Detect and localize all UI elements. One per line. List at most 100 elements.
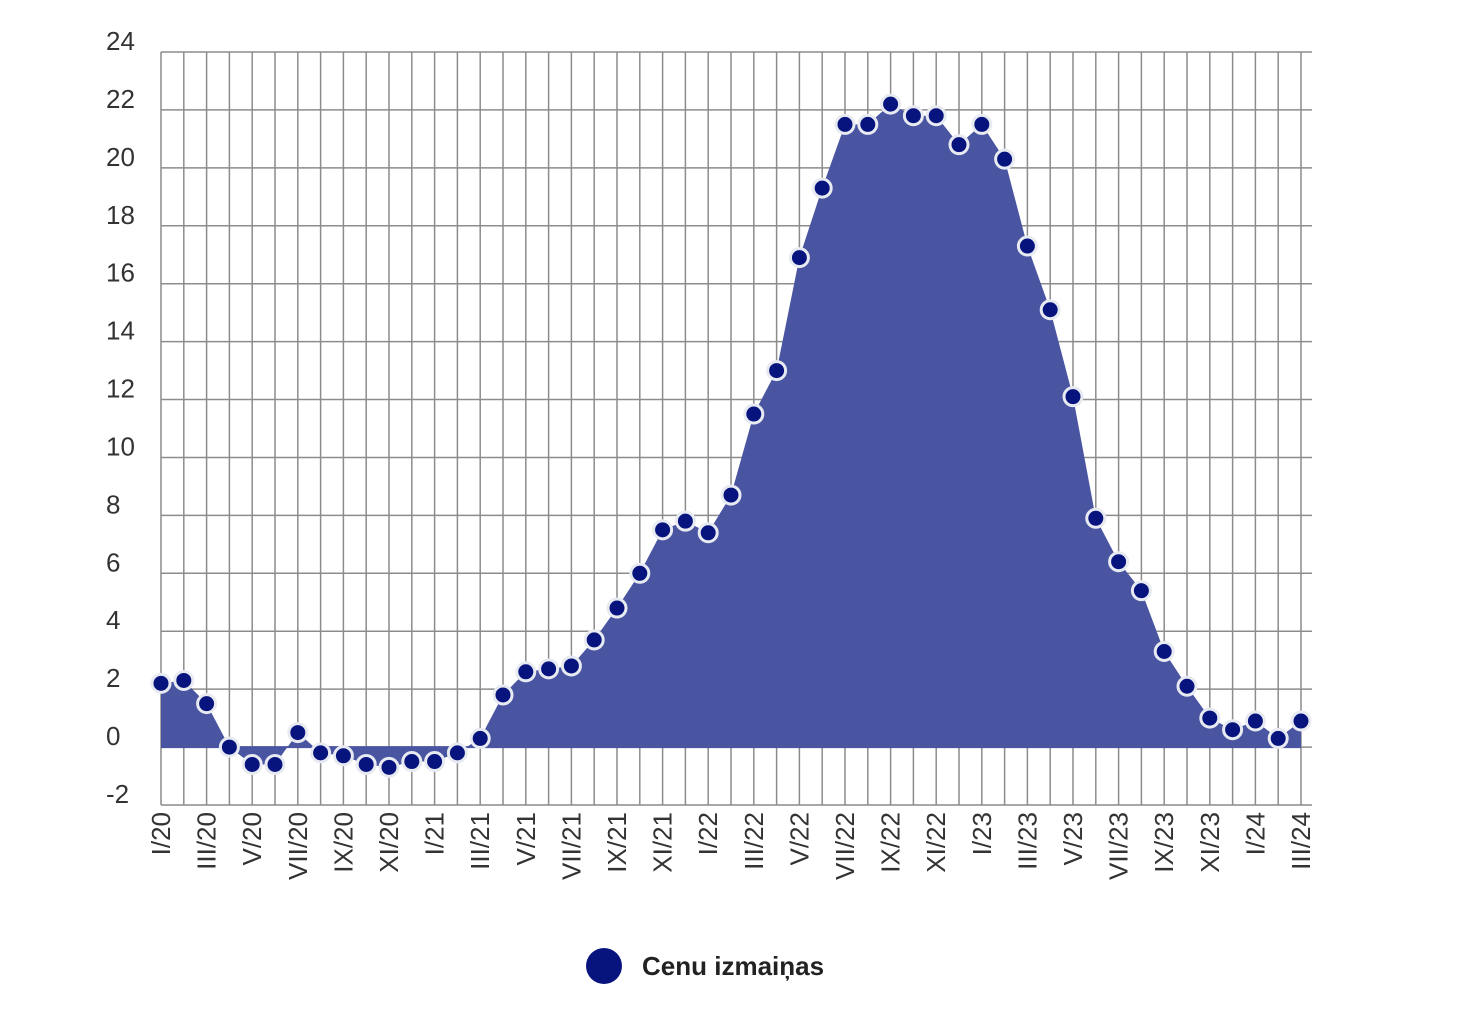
data-point	[469, 727, 491, 749]
data-point	[332, 745, 354, 767]
data-point	[1222, 719, 1244, 741]
data-point	[766, 360, 788, 382]
data-point	[1153, 641, 1175, 663]
x-tick-label: XI/22	[921, 812, 951, 873]
y-tick-label: 6	[106, 547, 120, 577]
y-tick-label: 2	[106, 663, 120, 693]
data-point	[1176, 675, 1198, 697]
data-point	[743, 403, 765, 425]
data-point	[355, 753, 377, 775]
x-tick-label: VII/21	[556, 812, 586, 880]
y-tick-label: 14	[106, 316, 135, 346]
x-tick-label: XI/20	[374, 812, 404, 873]
x-tick-label: VII/23	[1104, 812, 1134, 880]
data-point	[880, 93, 902, 115]
y-tick-label: 24	[106, 26, 135, 56]
data-point	[811, 177, 833, 199]
y-tick-label: 10	[106, 431, 135, 461]
data-point	[310, 742, 332, 764]
data-point	[1130, 580, 1152, 602]
x-tick-label: V/21	[511, 812, 541, 866]
legend-marker	[586, 948, 622, 984]
x-tick-label: I/20	[146, 812, 176, 855]
y-tick-label: 4	[106, 605, 120, 635]
data-point	[560, 655, 582, 677]
data-point	[1085, 507, 1107, 529]
data-point	[287, 722, 309, 744]
x-tick-label: XI/21	[648, 812, 678, 873]
legend-label: Cenu izmaiņas	[642, 950, 825, 981]
data-point	[1244, 710, 1266, 732]
data-point	[1290, 710, 1312, 732]
data-point	[424, 751, 446, 773]
data-point	[378, 756, 400, 778]
y-tick-label: 16	[106, 258, 135, 288]
data-point	[196, 693, 218, 715]
data-point	[1199, 707, 1221, 729]
x-tick-label: V/23	[1058, 812, 1088, 866]
data-point	[401, 751, 423, 773]
data-point	[902, 105, 924, 127]
data-point	[241, 753, 263, 775]
x-tick-label: XI/23	[1195, 812, 1225, 873]
data-point	[674, 510, 696, 532]
data-point	[697, 522, 719, 544]
data-point	[788, 247, 810, 269]
data-point	[173, 669, 195, 691]
data-point	[492, 684, 514, 706]
x-tick-label: VII/22	[830, 812, 860, 880]
data-point	[1062, 386, 1084, 408]
x-tick-label: III/20	[192, 812, 222, 870]
y-tick-label: 22	[106, 84, 135, 114]
data-point	[538, 658, 560, 680]
x-tick-label: III/23	[1012, 812, 1042, 870]
x-tick-label: V/20	[237, 812, 267, 866]
x-tick-label: V/22	[784, 812, 814, 866]
data-point	[720, 484, 742, 506]
x-tick-label: III/21	[465, 812, 495, 870]
x-tick-label: I/21	[420, 812, 450, 855]
data-point	[834, 113, 856, 135]
data-point	[606, 597, 628, 619]
x-tick-label: IX/22	[876, 812, 906, 873]
data-point	[652, 519, 674, 541]
data-point	[583, 629, 605, 651]
data-point	[264, 753, 286, 775]
y-tick-label: 0	[106, 721, 120, 751]
data-point	[1016, 235, 1038, 257]
data-point	[994, 148, 1016, 170]
data-point	[948, 134, 970, 156]
x-tick-label: I/23	[967, 812, 997, 855]
data-point	[218, 736, 240, 758]
data-point	[150, 672, 172, 694]
x-tick-label: III/22	[739, 812, 769, 870]
data-point	[629, 562, 651, 584]
x-tick-label: VII/20	[283, 812, 313, 880]
y-tick-label: -2	[106, 779, 129, 809]
y-tick-label: 18	[106, 200, 135, 230]
y-tick-label: 20	[106, 142, 135, 172]
area-fill	[161, 104, 1301, 768]
y-tick-label: 8	[106, 489, 120, 519]
data-point	[1108, 551, 1130, 573]
points-layer	[150, 93, 1312, 778]
x-tick-label: III/24	[1286, 812, 1316, 870]
x-tick-label: IX/23	[1149, 812, 1179, 873]
x-tick-label: IX/20	[328, 812, 358, 873]
data-point	[1039, 299, 1061, 321]
data-point	[971, 113, 993, 135]
x-tick-label: I/24	[1240, 812, 1270, 855]
data-point	[515, 661, 537, 683]
x-tick-label: IX/21	[602, 812, 632, 873]
data-point	[1267, 727, 1289, 749]
x-tick-label: I/22	[693, 812, 723, 855]
area-layer	[161, 104, 1301, 768]
data-point	[857, 113, 879, 135]
data-point	[925, 105, 947, 127]
legend: Cenu izmaiņas	[586, 946, 824, 986]
y-tick-label: 12	[106, 374, 135, 404]
data-point	[446, 742, 468, 764]
